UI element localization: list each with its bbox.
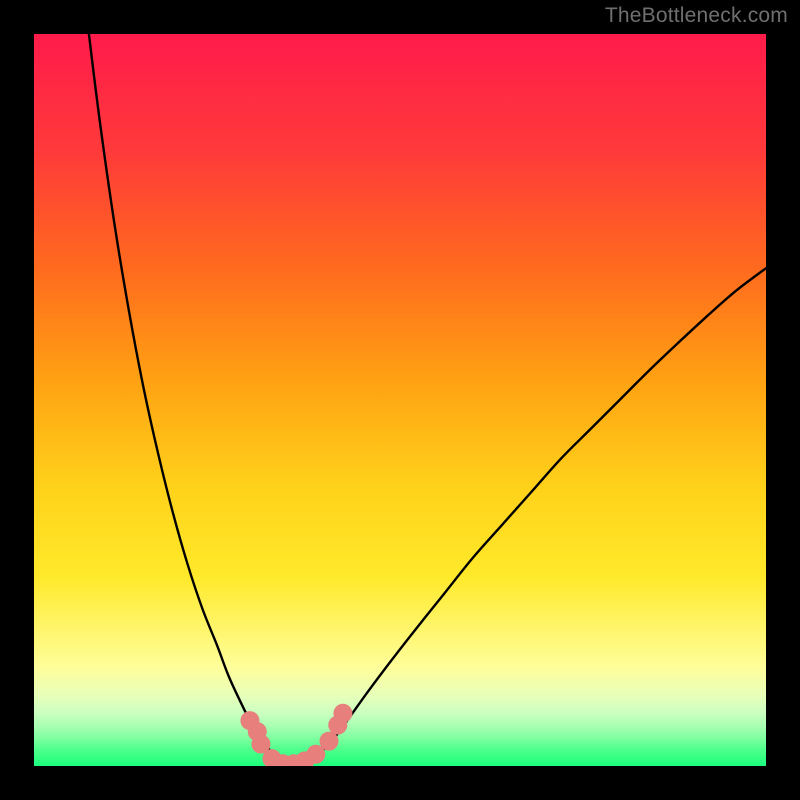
marker-dot bbox=[320, 732, 338, 750]
marker-dot bbox=[252, 735, 270, 753]
bottleneck-chart bbox=[0, 0, 800, 800]
chart-container: { "watermark": { "text": "TheBottleneck.… bbox=[0, 0, 800, 800]
marker-dot bbox=[307, 745, 325, 763]
marker-dot bbox=[334, 704, 352, 722]
gradient-background bbox=[34, 34, 766, 766]
